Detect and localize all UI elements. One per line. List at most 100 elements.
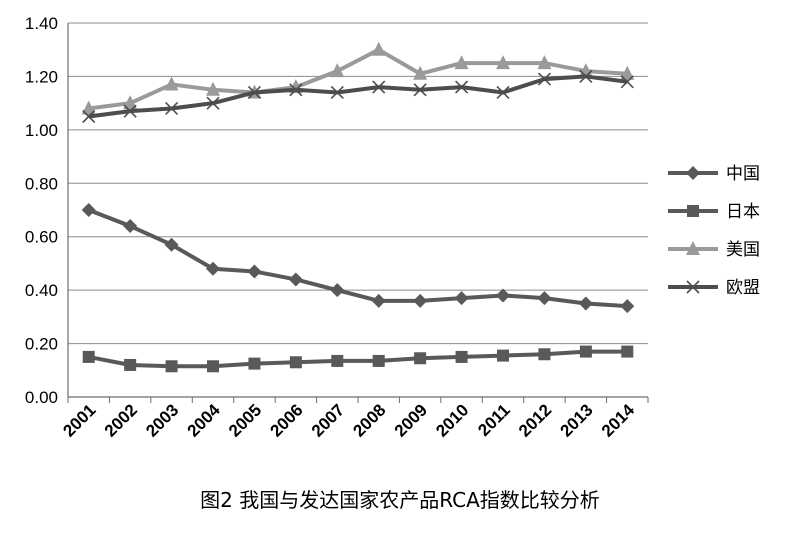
data-point [413,83,427,97]
data-point [288,272,303,287]
x-tick-label: 2001 [59,400,99,440]
y-tick-label: 0.40 [25,281,58,300]
data-point [620,65,635,80]
data-point [331,354,344,367]
x-tick-label: 2002 [101,400,141,440]
data-point [455,80,469,94]
axes [67,23,649,403]
y-tick-label: 1.40 [25,14,58,33]
data-point [620,299,635,314]
data-point [496,288,510,303]
legend-item: 欧盟 [668,278,760,298]
data-point [454,291,469,306]
data-point [578,296,593,311]
data-point [123,104,137,118]
data-point [371,293,386,308]
x-tick-label: 2013 [557,400,597,440]
figure-caption: 图2 我国与发达国家农产品RCA指数比较分析 [200,488,600,512]
data-point [247,264,262,279]
data-point [82,350,95,363]
x-marker-stroke [372,80,386,94]
data-point [537,291,552,306]
data-point [207,360,219,373]
legend-label: 美国 [726,240,760,260]
series-line [87,208,628,309]
data-point [496,85,510,100]
x-marker-stroke [579,69,593,83]
x-marker-stroke [496,85,510,100]
x-marker-stroke [413,83,427,97]
x-tick-label: 2007 [308,400,348,440]
series-line [88,74,628,119]
x-tick-label: 2009 [391,400,431,440]
x-marker-stroke [82,109,96,124]
data-point [165,360,178,373]
data-point [123,219,138,234]
data-point [81,100,96,115]
data-point [289,83,303,97]
data-point [206,261,220,276]
legend-marker [687,205,699,217]
data-point [289,356,302,369]
data-point [371,41,386,56]
x-tick-labels: 2001 2002 2003 2004 2005 2006 2007 2008 2009 2010… [59,400,638,441]
data-point [247,85,261,100]
legend-marker [686,241,700,255]
x-tick-label: 2004 [184,400,225,441]
series-2 [82,345,634,373]
x-marker-stroke [620,75,634,89]
legend-item: 美国 [668,240,760,260]
data-point [497,349,509,362]
data-point [621,345,634,358]
data-point [579,345,592,358]
data-point [81,203,96,217]
series-1 [81,203,635,314]
data-point [248,357,261,370]
data-point [537,72,551,86]
x-marker-stroke [330,85,344,100]
data-point [164,76,179,91]
data-point [579,69,593,83]
legend-label: 欧盟 [726,278,760,298]
legend-marker [686,280,700,294]
data-point [538,348,551,361]
x-tick-label: 2003 [142,400,182,440]
data-point [165,101,179,116]
data-point [537,55,552,70]
x-marker-stroke [289,83,303,97]
y-tick-label: 1.00 [25,121,58,140]
x-marker-stroke [455,80,469,94]
y-tick-label: 0.60 [25,228,58,247]
x-tick-label: 2008 [349,400,389,440]
x-tick-label: 2006 [267,400,307,440]
legend-item: 中国 [668,164,760,184]
series-line [88,47,628,111]
data-point [206,96,220,110]
y-tick-label: 0.00 [25,388,58,407]
x-marker-stroke [247,85,261,100]
y-tick-label: 0.80 [25,174,58,193]
data-point [372,354,385,367]
x-tick-label: 2014 [598,400,639,441]
y-tick-label: 1.20 [25,67,58,86]
data-point [413,65,428,80]
series-line [88,349,628,369]
data-point [206,81,220,96]
data-point [330,283,345,298]
line-chart: 0.000.200.400.600.801.001.201.40 2001 200… [25,14,760,441]
legend-label: 日本 [726,202,760,222]
series-4 [82,69,634,124]
legend-marker [686,166,700,180]
x-tick-label: 2005 [225,400,265,440]
data-point [123,95,138,110]
data-point [164,237,179,252]
y-tick-labels: 0.00 0.20 0.40 0.60 0.80 1.00 1.20 1.40 [25,14,58,407]
x-tick-label: 2012 [515,400,555,440]
data-point [454,55,469,70]
data-point [455,350,468,363]
x-marker-stroke [165,101,179,116]
series-layer [81,41,635,373]
data-point [82,109,96,124]
data-point [330,63,345,78]
